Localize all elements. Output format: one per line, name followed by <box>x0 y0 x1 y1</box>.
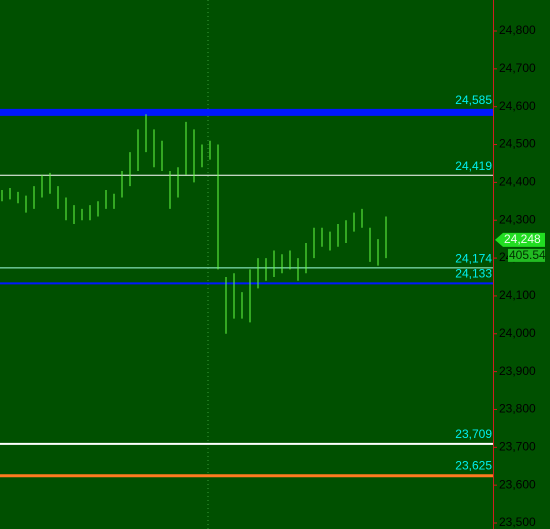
level-label: 23,625 <box>455 458 492 472</box>
y-tick-label: 23,800 <box>499 402 536 416</box>
y-tick-label: 24,300 <box>499 212 536 226</box>
y-tick-label: 23,600 <box>499 477 536 491</box>
y-tick-label: 24,500 <box>499 137 536 151</box>
y-tick-label: 24,600 <box>499 99 536 113</box>
y-tick-label: 23,700 <box>499 439 536 453</box>
last-price-tag <box>495 232 545 247</box>
level-label: 23,709 <box>455 427 492 441</box>
level-label: 24,174 <box>455 252 492 266</box>
y-tick-label: 23,900 <box>499 364 536 378</box>
annotation-box <box>508 248 545 262</box>
y-tick-label: 24,700 <box>499 61 536 75</box>
y-tick-label: 24,100 <box>499 288 536 302</box>
y-tick-label: 23,500 <box>499 515 536 529</box>
last-price-label: 24,248 <box>504 232 541 246</box>
level-label: 24,419 <box>455 159 492 173</box>
annotation: 405.54 <box>509 248 546 262</box>
level-label: 24,133 <box>455 267 492 281</box>
y-tick-label: 24,800 <box>499 23 536 37</box>
y-tick-label: 24,000 <box>499 326 536 340</box>
level-label: 24,585 <box>455 93 492 107</box>
y-tick-label: 24,400 <box>499 175 536 189</box>
